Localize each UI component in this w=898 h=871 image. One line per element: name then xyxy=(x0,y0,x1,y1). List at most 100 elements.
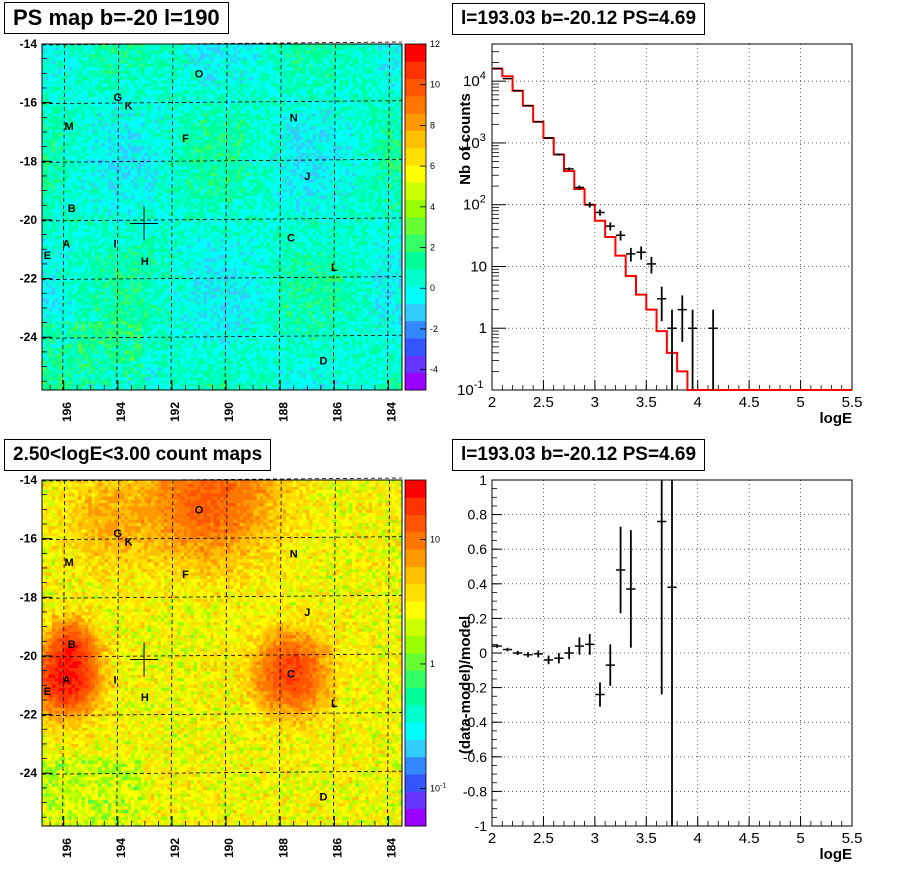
residual-title: l=193.03 b=-20.12 PS=4.69 xyxy=(452,439,706,471)
map1-colorbar: 12 10 8 6 4 2 0 -2 -4 xyxy=(404,39,440,391)
source-label-F: F xyxy=(182,133,189,145)
x-tick-label: 3 xyxy=(591,830,599,847)
map-x-tick-label: 188 xyxy=(276,838,290,858)
source-label-C: C xyxy=(287,669,295,681)
map2-frame xyxy=(41,479,403,827)
colorbar-segment xyxy=(405,355,426,374)
colorbar-segment xyxy=(405,303,426,322)
colorbar-segment xyxy=(405,338,426,356)
y-tick-label: 0 xyxy=(479,645,487,661)
map1-grid xyxy=(41,41,403,391)
source-label-N: N xyxy=(290,112,298,124)
x-tick-label: 4 xyxy=(694,394,702,411)
map-y-tick-label: -20 xyxy=(20,649,38,663)
x-tick-label: 2 xyxy=(488,394,496,411)
colorbar-segment xyxy=(405,320,426,339)
y-tick-label: -0.2 xyxy=(463,680,487,696)
series-0 xyxy=(492,480,677,826)
map-y-tick-label: -18 xyxy=(20,590,38,604)
plot2: 2 2.5 3 3.5 4 4.5 5 5.5 1 0.8 0.6 0.4 0.2 0 -0.2 -0.4 -0… xyxy=(457,472,862,863)
colorbar-segment xyxy=(405,756,426,775)
colorbar-tick-label: 10 xyxy=(430,80,440,90)
map-x-tick-label: 194 xyxy=(114,838,128,858)
colorbar-segment xyxy=(405,601,426,619)
map-grid-line xyxy=(224,479,228,827)
map-y-tick-label: -18 xyxy=(20,154,38,168)
map-grid-line xyxy=(170,479,174,827)
y-tick-label: 102 xyxy=(463,194,486,214)
colorbar-tick-label: 0 xyxy=(430,283,435,293)
source-label-C: C xyxy=(287,233,295,245)
source-label-J: J xyxy=(304,607,310,619)
colorbar-frame xyxy=(404,43,427,391)
x-tick-label: 3 xyxy=(591,394,599,411)
colorbar-segment xyxy=(405,147,426,166)
source-label-K: K xyxy=(125,101,133,113)
x-tick-label: 4.5 xyxy=(739,394,760,411)
x-tick-label: 2 xyxy=(488,830,496,847)
map-y-tick-label: -22 xyxy=(20,708,38,722)
map1-frame xyxy=(41,43,403,391)
map-x-tick-label: 192 xyxy=(168,838,182,858)
map2-grid xyxy=(41,477,403,827)
y-axis-label: (data-model)/model xyxy=(457,616,474,754)
y-tick-label: 10-1 xyxy=(457,379,483,399)
colorbar-segment xyxy=(405,670,426,688)
map-x-tick-label: 196 xyxy=(60,402,74,422)
source-label-G: G xyxy=(114,528,123,540)
map-x-tick-label: 194 xyxy=(114,402,128,422)
colorbar-segment xyxy=(405,251,426,270)
colorbar-segment xyxy=(405,791,426,810)
map-grid-line xyxy=(62,479,66,827)
colorbar-segment xyxy=(405,704,426,723)
source-label-J: J xyxy=(304,171,310,183)
y-tick-label: -0.6 xyxy=(463,749,487,765)
map-x-tick-label: 186 xyxy=(331,402,345,422)
colorbar-segment xyxy=(405,514,426,533)
source-label-H: H xyxy=(141,692,149,704)
map-grid-line xyxy=(170,43,174,391)
colorbar-segment xyxy=(405,113,426,131)
map-y-tick-label: -22 xyxy=(20,272,38,286)
colorbar-tick-label: 4 xyxy=(430,202,435,212)
source-label-K: K xyxy=(125,537,133,549)
map1-plot: 196 194 192 190 188 186 184-14-16-18-20-22-24O… xyxy=(20,37,440,422)
map-y-tick-label: -16 xyxy=(20,532,38,546)
map-y-tick-label: -24 xyxy=(20,330,38,344)
x-tick-label: 5.5 xyxy=(842,394,863,411)
x-tick-label: 5 xyxy=(796,830,804,847)
colorbar-segment xyxy=(405,583,426,602)
colorbar-tick-label: 6 xyxy=(430,161,435,171)
y-tick-label: 104 xyxy=(463,70,486,90)
source-label-M: M xyxy=(64,557,73,569)
y-tick-label: 10 xyxy=(470,258,487,275)
colorbar-segment xyxy=(405,497,426,515)
y-axis-label: Nb of counts xyxy=(457,93,474,185)
colorbar-segment xyxy=(405,182,426,201)
source-label-I: I xyxy=(114,238,117,250)
colorbar-segment xyxy=(405,61,426,79)
colorbar-segment xyxy=(405,739,426,758)
y-tick-label: -1 xyxy=(475,818,488,834)
x-tick-label: 2.5 xyxy=(533,394,554,411)
x-tick-label: 3.5 xyxy=(636,830,657,847)
x-tick-label: 3.5 xyxy=(636,394,657,411)
map-x-tick-label: 192 xyxy=(168,402,182,422)
colorbar-segment xyxy=(405,44,426,62)
x-tick-label: 4 xyxy=(694,830,702,847)
colorbar-segment xyxy=(405,653,426,671)
y-tick-label: -0.4 xyxy=(463,714,487,730)
source-label-E: E xyxy=(44,250,51,262)
y-tick-label: 0.2 xyxy=(468,610,488,626)
series-1 xyxy=(492,67,718,390)
colorbar-segment xyxy=(405,480,426,498)
colorbar-tick-label: -4 xyxy=(430,365,438,375)
colorbar-segment xyxy=(405,566,426,585)
colorbar-tick-label: 2 xyxy=(430,243,435,253)
map-x-tick-label: 186 xyxy=(331,838,345,858)
y-tick-label: 0.6 xyxy=(468,541,488,557)
map-y-tick-label: -20 xyxy=(20,213,38,227)
map-grid-line xyxy=(116,43,120,391)
colorbar-tick-label: 8 xyxy=(430,120,435,130)
